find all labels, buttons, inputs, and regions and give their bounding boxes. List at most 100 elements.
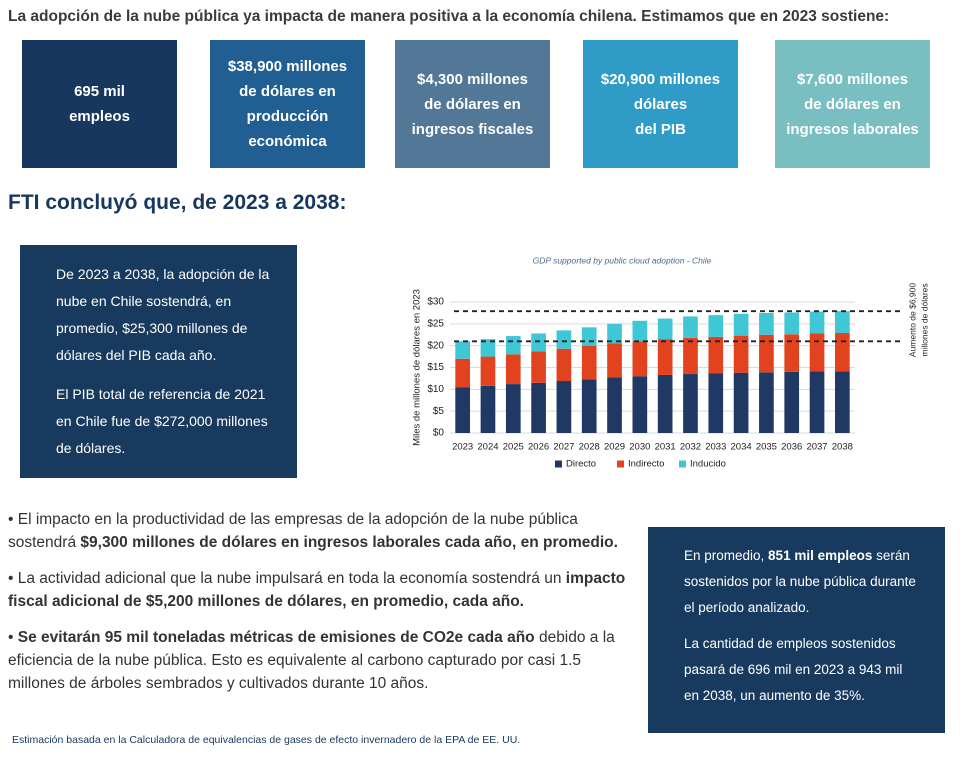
paragraph: La actividad adicional que la nube impul… (8, 567, 633, 613)
bar-segment (455, 387, 470, 433)
x-tick-label: 2038 (832, 442, 853, 453)
bar-segment (683, 316, 698, 338)
bar-segment (657, 318, 673, 340)
bar-segment (784, 371, 800, 433)
bar-segment (759, 312, 774, 335)
bar-segment (632, 376, 648, 433)
stat-box: $20,900 millones dólares del PIB (583, 40, 738, 168)
y-axis-label: Miles de millones de dólares en 2023 (412, 289, 423, 446)
stat-box: $4,300 millones de dólares en ingresos fis… (395, 40, 550, 168)
x-tick-label: 2029 (604, 442, 625, 453)
legend-label: Directo (566, 459, 596, 470)
bar-segment (531, 351, 546, 383)
bar-segment (556, 330, 572, 349)
stat-line: $4,300 millones (417, 70, 528, 88)
stat-line: de dólares en (239, 83, 336, 100)
stat-line: del PIB (635, 120, 686, 138)
jobs-box: En promedio, 851 mil empleos serán soste… (648, 527, 945, 733)
stat-line: ingresos fiscales (411, 120, 534, 138)
bar-segment (657, 374, 673, 433)
legend-label: Indirecto (628, 459, 664, 470)
bar-segment (581, 379, 597, 433)
bar-segment (455, 341, 470, 359)
stat-box: $38,900 millones de dólares en producción e… (210, 40, 365, 168)
x-tick-label: 2030 (629, 442, 650, 453)
y-tick-label: $5 (433, 406, 445, 417)
bar-segment (581, 345, 597, 380)
paragraph: De 2023 a 2038, la adopción de la nube e… (56, 266, 270, 363)
text-segment: 851 mil empleos (768, 548, 873, 563)
stat-line: $20,900 millones (600, 70, 721, 88)
legend-label: Inducido (690, 459, 726, 470)
y-tick-label: $0 (433, 428, 445, 439)
paragraph: En promedio, 851 mil empleos serán soste… (684, 543, 921, 621)
y-tick-label: $25 (427, 318, 444, 329)
x-tick-label: 2035 (756, 442, 777, 453)
bar-segment (455, 358, 470, 388)
x-tick-label: 2025 (503, 442, 524, 453)
text-segment: $9,300 millones de dólares en ingresos l… (80, 534, 618, 551)
bar-segment (809, 311, 825, 334)
bar-segment (632, 341, 648, 377)
x-tick-label: 2023 (452, 442, 473, 453)
x-tick-label: 2034 (731, 442, 752, 453)
bar-segment (809, 371, 825, 433)
bar-segment (607, 343, 622, 378)
bar-segment (784, 334, 800, 372)
stat-line: de dólares en (424, 95, 521, 113)
text-segment: Se evitarán 95 mil toneladas métricas de… (17, 629, 535, 646)
y-tick-label: $20 (427, 340, 444, 351)
chart: GDP supported by public cloud adoption -… (412, 255, 930, 470)
bar-segment (480, 385, 496, 433)
legend-swatch (617, 460, 624, 468)
stat-box: $7,600 millones de dólares en ingresos lab… (775, 40, 930, 168)
text-segment: En promedio, (684, 548, 769, 563)
x-tick-label: 2031 (655, 442, 676, 453)
paragraph: El impacto en la productividad de las em… (8, 508, 633, 554)
y-tick-label: $30 (427, 297, 444, 308)
text-segment: serán sostenidos por la nube pública dur… (684, 548, 916, 615)
bar-segment (784, 312, 800, 335)
bar-segment (733, 372, 749, 433)
bar-segment (835, 333, 850, 372)
text-segment: impacto fiscal adicional de $5,200 millo… (8, 570, 626, 610)
stat-line: $7,600 millones (797, 70, 908, 88)
bar-segment (607, 377, 622, 433)
paragraph: El PIB total de referencia de 2021 en Ch… (56, 386, 268, 456)
x-tick-label: 2027 (553, 442, 574, 453)
bar-segment (505, 384, 521, 433)
x-tick-label: 2036 (781, 442, 802, 453)
bar-segment (708, 315, 724, 337)
section-title: FTI concluyó que, de 2023 a 2038: (8, 191, 347, 214)
legend-swatch (555, 460, 562, 468)
stat-line: producción (246, 108, 329, 125)
y-tick-label: $10 (427, 384, 444, 395)
paragraph: La cantidad de empleos sostenidos pasará… (684, 631, 921, 709)
x-tick-label: 2037 (806, 442, 827, 453)
annotation: millones de dólares (919, 283, 929, 356)
text-segment: El impacto en la productividad de las em… (8, 511, 578, 551)
stat-line: económica (248, 133, 327, 150)
bar-segment (733, 335, 749, 373)
bar-segment (657, 339, 673, 375)
stat-line: 695 mil (74, 83, 125, 100)
text-segment: debido a la eficiencia de la nube públic… (8, 629, 615, 692)
bar-segment (759, 334, 774, 373)
stat-line: de dólares en (804, 95, 901, 113)
bar-segment (708, 373, 724, 433)
bar-segment (835, 311, 850, 334)
footnote: Estimación basada en la Calculadora de e… (12, 734, 521, 746)
stat-line: dólares (633, 95, 688, 113)
bar-segment (480, 339, 496, 357)
bar-segment (683, 337, 698, 375)
bar-segment (607, 323, 622, 344)
x-tick-label: 2032 (680, 442, 701, 453)
bar-segment (531, 333, 546, 352)
bar-segment (809, 333, 825, 372)
annotation: Aumento de $6,900 (907, 283, 917, 357)
legend-swatch (679, 460, 686, 468)
bar-segment (480, 356, 496, 386)
bar-segment (581, 327, 597, 346)
text-segment: La actividad adicional que la nube impul… (17, 570, 566, 587)
stat-box: 695 mil empleos (22, 40, 177, 168)
